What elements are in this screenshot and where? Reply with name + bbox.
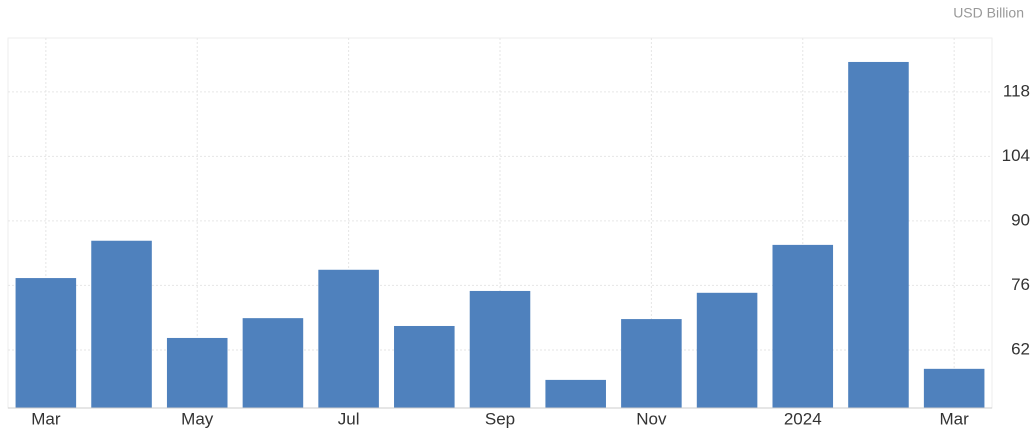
- x-tick-label: Nov: [636, 409, 667, 428]
- x-tick-label: Mar: [31, 409, 61, 428]
- y-tick-label: 104: [1002, 146, 1030, 165]
- bar: [394, 325, 455, 408]
- x-tick-label: Jul: [338, 409, 360, 428]
- y-tick-label: 118: [1003, 81, 1030, 100]
- bar: [772, 244, 834, 408]
- unit-label: USD Billion: [953, 5, 1024, 21]
- bar: [166, 337, 228, 408]
- bar: [545, 379, 606, 408]
- x-tick-label: 2024: [784, 409, 822, 428]
- y-tick-label: 90: [1011, 210, 1030, 229]
- bar: [848, 61, 909, 409]
- x-tick-label: May: [181, 409, 214, 428]
- bar: [15, 278, 77, 408]
- bar: [469, 290, 531, 408]
- bar: [318, 269, 379, 408]
- bar: [923, 368, 985, 408]
- y-tick-label: 62: [1011, 339, 1030, 358]
- x-tick-label: Mar: [940, 409, 970, 428]
- bar: [242, 318, 304, 408]
- bar: [91, 240, 152, 408]
- y-tick-label: 76: [1011, 275, 1030, 294]
- x-tick-label: Sep: [485, 409, 515, 428]
- bar: [696, 292, 758, 408]
- bar: [621, 319, 682, 408]
